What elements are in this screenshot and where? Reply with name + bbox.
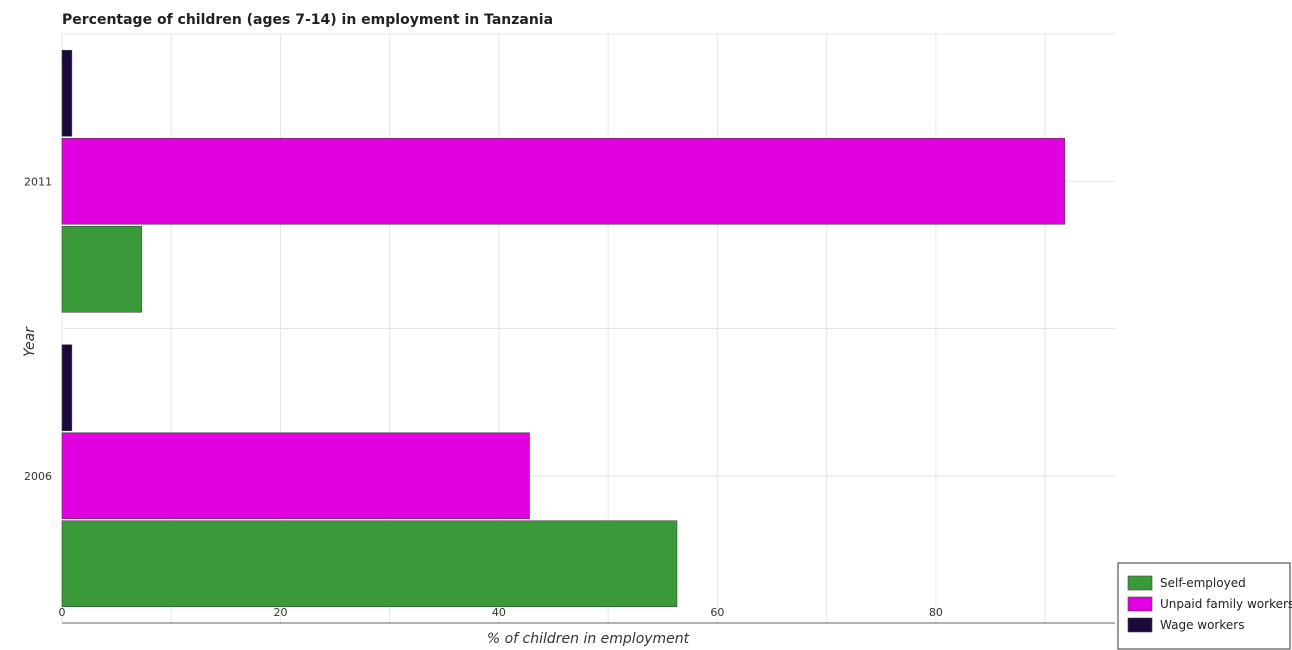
bar-self-employed-2011	[61, 225, 143, 313]
chart-title: Percentage of children (ages 7-14) in em…	[62, 12, 553, 28]
bars	[61, 49, 1066, 608]
y-tick-labels: 2006 2011	[24, 175, 52, 483]
legend-label: Unpaid family workers	[1160, 597, 1292, 611]
legend-swatch	[1127, 596, 1153, 612]
x-tick-label: 60	[710, 606, 724, 619]
bar-self-employed-2006	[61, 520, 678, 608]
bar-unpaid-family-workers-2006	[61, 432, 530, 520]
bar-wage-workers-2006	[61, 344, 73, 432]
x-tick-label: 0	[59, 606, 66, 619]
bar-wage-workers-2011	[61, 49, 73, 137]
x-axis-label: % of children in employment	[487, 631, 690, 647]
y-tick-label: 2006	[24, 470, 52, 483]
legend: Self-employed Unpaid family workers Wage w…	[1117, 562, 1292, 650]
x-tick-labels: 0 20 40 60 80	[59, 606, 943, 619]
legend-label: Self-employed	[1160, 576, 1246, 590]
legend-swatch	[1127, 575, 1153, 591]
x-tick-label: 80	[929, 606, 943, 619]
legend-label: Wage workers	[1160, 618, 1244, 632]
y-axis-label: Year	[22, 326, 38, 357]
x-tick-label: 40	[492, 606, 506, 619]
x-tick-label: 20	[273, 606, 287, 619]
bar-unpaid-family-workers-2011	[61, 137, 1066, 225]
legend-swatch	[1127, 617, 1153, 633]
y-tick-label: 2011	[24, 175, 52, 188]
